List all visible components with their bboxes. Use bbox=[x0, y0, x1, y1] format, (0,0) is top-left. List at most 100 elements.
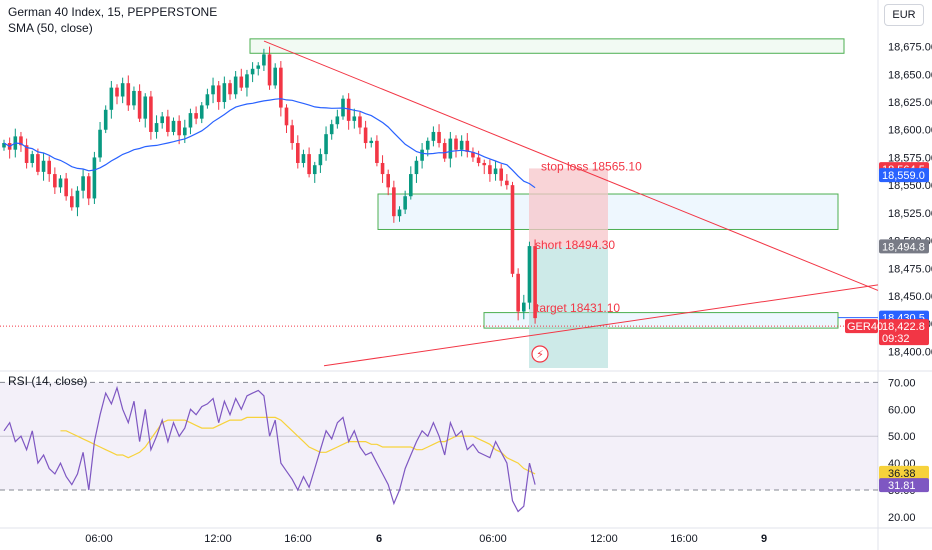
candle-body bbox=[183, 127, 187, 136]
candle-body bbox=[476, 157, 481, 163]
candle-body bbox=[493, 168, 498, 175]
candle-body bbox=[510, 185, 515, 274]
candle-body bbox=[53, 174, 57, 188]
price-tick: 18,600.00 bbox=[888, 125, 932, 137]
candle-body bbox=[228, 83, 232, 95]
candle-body bbox=[98, 129, 102, 158]
candle-body bbox=[318, 154, 323, 166]
candle-body bbox=[352, 116, 357, 121]
price-label: 18,494.8 bbox=[882, 241, 925, 253]
candle-body bbox=[363, 127, 368, 144]
descending-trendline bbox=[263, 40, 879, 291]
candle-body bbox=[109, 87, 114, 110]
time-tick: 06:00 bbox=[479, 533, 507, 545]
candle-body bbox=[199, 105, 204, 119]
price-tick: 18,400.00 bbox=[888, 346, 932, 358]
candle-body bbox=[522, 302, 526, 312]
candle-body bbox=[465, 140, 470, 152]
candle-body bbox=[47, 160, 51, 175]
candle-body bbox=[75, 190, 80, 208]
candle-body bbox=[41, 160, 46, 172]
candle-body bbox=[437, 131, 441, 144]
candle-body bbox=[211, 85, 215, 95]
candle-body bbox=[177, 120, 181, 136]
candle-body bbox=[284, 107, 289, 126]
candle-body bbox=[171, 120, 176, 132]
time-tick: 16:00 bbox=[284, 533, 312, 545]
candle-body bbox=[380, 162, 385, 175]
price-label: 18,422.8 bbox=[882, 321, 925, 333]
symbol-label-box bbox=[845, 319, 878, 334]
candle-body bbox=[137, 90, 142, 119]
candle-body bbox=[454, 138, 458, 150]
candle-body bbox=[267, 54, 272, 86]
candle-body bbox=[505, 180, 509, 186]
sma-line bbox=[3, 98, 536, 189]
candle-body bbox=[233, 76, 238, 95]
candle-body bbox=[132, 90, 136, 106]
candle-body bbox=[307, 154, 311, 175]
candle-body bbox=[188, 113, 193, 128]
time-tick: 06:00 bbox=[85, 533, 113, 545]
rsi-tick: 50.00 bbox=[888, 431, 916, 443]
candle-body bbox=[425, 140, 430, 150]
price-tick: 18,450.00 bbox=[888, 291, 932, 303]
candle-body bbox=[290, 125, 294, 144]
currency-button[interactable]: EUR bbox=[884, 4, 924, 26]
resistance-zone bbox=[249, 38, 845, 54]
candle-body bbox=[166, 116, 170, 132]
candle-body bbox=[262, 54, 266, 66]
rsi-line bbox=[3, 385, 536, 513]
price-tick: 18,675.00 bbox=[888, 42, 932, 54]
candle-body bbox=[120, 83, 125, 97]
candle-body bbox=[149, 96, 153, 132]
candle-body bbox=[250, 68, 255, 75]
candle-body bbox=[115, 87, 119, 97]
candle-body bbox=[403, 196, 407, 210]
time-tick: 9 bbox=[761, 533, 767, 545]
candle-body bbox=[143, 96, 148, 119]
candle-body bbox=[30, 154, 35, 163]
candle-body bbox=[346, 98, 351, 121]
candle-body bbox=[36, 154, 40, 172]
rsi-title: RSI (14, close) bbox=[8, 374, 88, 388]
candle-body bbox=[256, 65, 261, 69]
candle-body bbox=[442, 143, 447, 159]
candle-body bbox=[414, 160, 419, 175]
candle-body bbox=[86, 176, 91, 199]
candle-body bbox=[369, 140, 374, 144]
alert-icon bbox=[531, 345, 549, 363]
stop-loss-area bbox=[529, 168, 608, 247]
indicator-label: SMA (50, close) bbox=[8, 21, 93, 35]
candle-body bbox=[329, 124, 334, 135]
candle-body bbox=[70, 196, 74, 208]
candle-body bbox=[24, 145, 29, 163]
candle-body bbox=[160, 116, 164, 124]
candle-body bbox=[527, 246, 532, 303]
candle-body bbox=[126, 83, 131, 106]
rsi-tick: 60.00 bbox=[888, 404, 916, 416]
candle-body bbox=[471, 151, 475, 158]
time-tick: 12:00 bbox=[590, 533, 618, 545]
candle-body bbox=[245, 74, 249, 88]
candle-body bbox=[392, 187, 396, 217]
rsi-value-label: 36.38 bbox=[888, 468, 916, 480]
candle-body bbox=[92, 157, 97, 199]
candle-body bbox=[296, 143, 300, 163]
candle-body bbox=[239, 76, 244, 88]
rsi-value-box bbox=[879, 478, 929, 493]
price-tick: 18,550.00 bbox=[888, 180, 932, 192]
candle-body bbox=[499, 168, 503, 181]
target-label: target 18431.10 bbox=[536, 301, 620, 315]
candle-body bbox=[64, 178, 68, 197]
rsi-value-label: 31.81 bbox=[888, 480, 916, 492]
short-label: short 18494.30 bbox=[535, 238, 615, 252]
candle-body bbox=[488, 165, 492, 175]
price-label: 18,559.0 bbox=[882, 170, 925, 182]
candle-body bbox=[533, 246, 537, 319]
candle-body bbox=[312, 165, 317, 175]
price-tick: 18,575.00 bbox=[888, 152, 932, 164]
time-tick: 16:00 bbox=[670, 533, 698, 545]
candle-body bbox=[386, 174, 390, 188]
